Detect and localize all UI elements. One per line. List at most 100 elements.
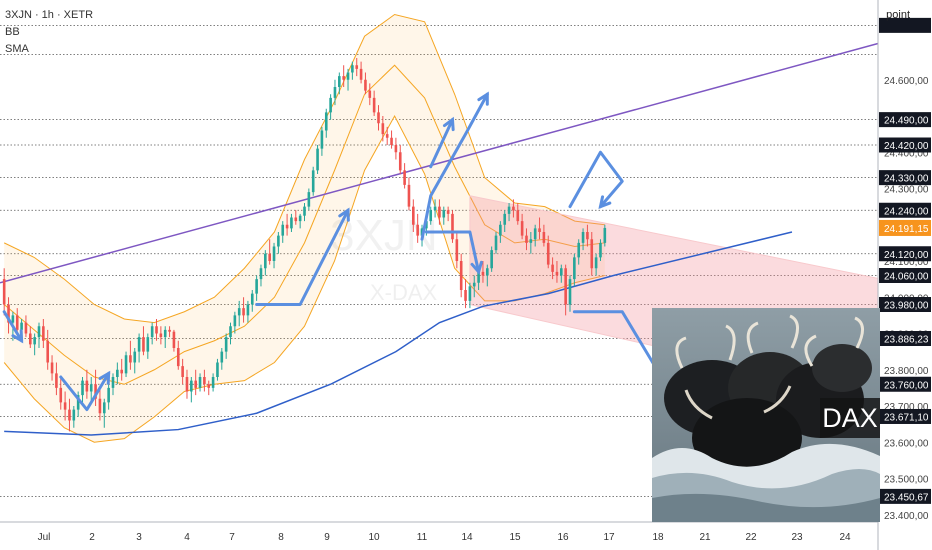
candle-body	[111, 377, 115, 388]
indicator-sma[interactable]: SMA	[5, 43, 29, 55]
candle-body	[551, 264, 554, 272]
candle-body	[190, 380, 193, 392]
time-label: 14	[461, 532, 473, 543]
watermark-name: X-DAX	[370, 280, 438, 305]
price-tick-label: 24.300,00	[884, 185, 929, 196]
candle-body	[377, 112, 380, 124]
price-scale-unit[interactable]: point	[886, 9, 910, 21]
price-tick-label: 24.600,00	[884, 76, 929, 87]
candle-body	[364, 79, 367, 91]
candle-body	[407, 184, 411, 207]
candle-body	[272, 246, 276, 261]
candle-body	[542, 232, 546, 243]
candle-body	[181, 366, 184, 377]
bollinger-upper	[3, 13, 605, 324]
annotation-arrow	[255, 208, 350, 306]
candle-body	[494, 235, 498, 251]
candle-body	[433, 206, 437, 211]
indicator-bb[interactable]: BB	[5, 26, 20, 38]
candle-body	[146, 337, 150, 352]
time-label: 21	[699, 532, 711, 543]
candle-body	[116, 369, 119, 377]
purple-trendline	[0, 42, 879, 284]
level-label: 23.980,00	[884, 301, 929, 312]
price-tick-label: 23.600,00	[884, 438, 929, 449]
candle-body	[259, 268, 263, 280]
candle-body	[37, 326, 41, 338]
candle-body	[403, 170, 406, 185]
candle-body	[303, 206, 306, 216]
candle-body	[316, 148, 319, 171]
candle-body	[533, 228, 537, 240]
candle-body	[394, 145, 398, 153]
candle-body	[324, 112, 328, 131]
candle-body	[72, 409, 76, 421]
candle-body	[233, 315, 237, 327]
candle-body	[129, 355, 132, 363]
annotation-arrows	[2, 91, 668, 412]
candle-body	[577, 242, 581, 258]
level-label-bg	[879, 330, 931, 346]
candle-body	[490, 250, 493, 269]
candle-body	[55, 373, 58, 388]
annotation-arrowhead	[11, 329, 24, 344]
candle-body	[559, 268, 563, 276]
candle-body	[594, 257, 598, 269]
candle-body	[525, 235, 528, 243]
annotation-arrowhead	[98, 370, 111, 385]
price-tick-label: 23.800,00	[884, 366, 929, 377]
level-label-bg	[879, 268, 931, 283]
candle-body	[194, 380, 197, 388]
candle-body	[590, 239, 594, 269]
candle-body	[63, 402, 67, 410]
candles	[2, 58, 607, 432]
candle-body	[342, 76, 345, 80]
level-label: 23.760,00	[884, 380, 929, 391]
candle-body	[568, 279, 572, 305]
candle-body	[237, 308, 241, 316]
time-label: 9	[324, 532, 330, 543]
time-label: 2	[89, 532, 95, 543]
candle-body	[472, 282, 476, 287]
candle-body	[464, 290, 467, 301]
candle-body	[176, 348, 180, 367]
candle-body	[2, 279, 6, 305]
candle-body	[455, 239, 459, 261]
level-label-bg	[879, 202, 931, 218]
current-price-bg	[879, 219, 931, 236]
annotation-arrow	[2, 310, 24, 343]
candle-body	[46, 340, 50, 363]
annotation-arrowhead	[442, 116, 455, 132]
level-label: 24.060,00	[884, 272, 929, 283]
bollinger-fill	[4, 14, 605, 443]
price-tick-label: 24.100,00	[884, 257, 929, 268]
candle-body	[81, 380, 84, 396]
candle-body	[359, 68, 363, 80]
price-tick-label: 23.500,00	[884, 475, 929, 486]
annotation-arrowhead	[338, 207, 350, 222]
candle-body	[555, 271, 559, 276]
candle-body	[76, 395, 80, 410]
candle-body	[224, 337, 228, 352]
candle-body	[7, 304, 10, 323]
candle-body	[68, 409, 71, 421]
time-label: 17	[603, 532, 615, 543]
candle-body	[298, 215, 302, 222]
candle-body	[499, 224, 502, 236]
price-tick-label: 24.400,00	[884, 148, 929, 159]
candle-body	[15, 315, 19, 330]
candle-body	[442, 210, 446, 218]
candle-body	[264, 253, 267, 269]
level-label-bg	[879, 488, 931, 504]
candle-body	[20, 322, 23, 330]
level-label: 24.240,00	[884, 206, 929, 217]
candle-body	[185, 377, 189, 392]
level-label: 24.120,00	[884, 250, 929, 261]
annotation-arrowhead	[598, 195, 612, 209]
level-label-bg	[879, 17, 931, 33]
candle-body	[538, 228, 541, 232]
candle-body	[390, 137, 393, 145]
candle-body	[268, 253, 271, 261]
candle-body	[438, 206, 441, 218]
